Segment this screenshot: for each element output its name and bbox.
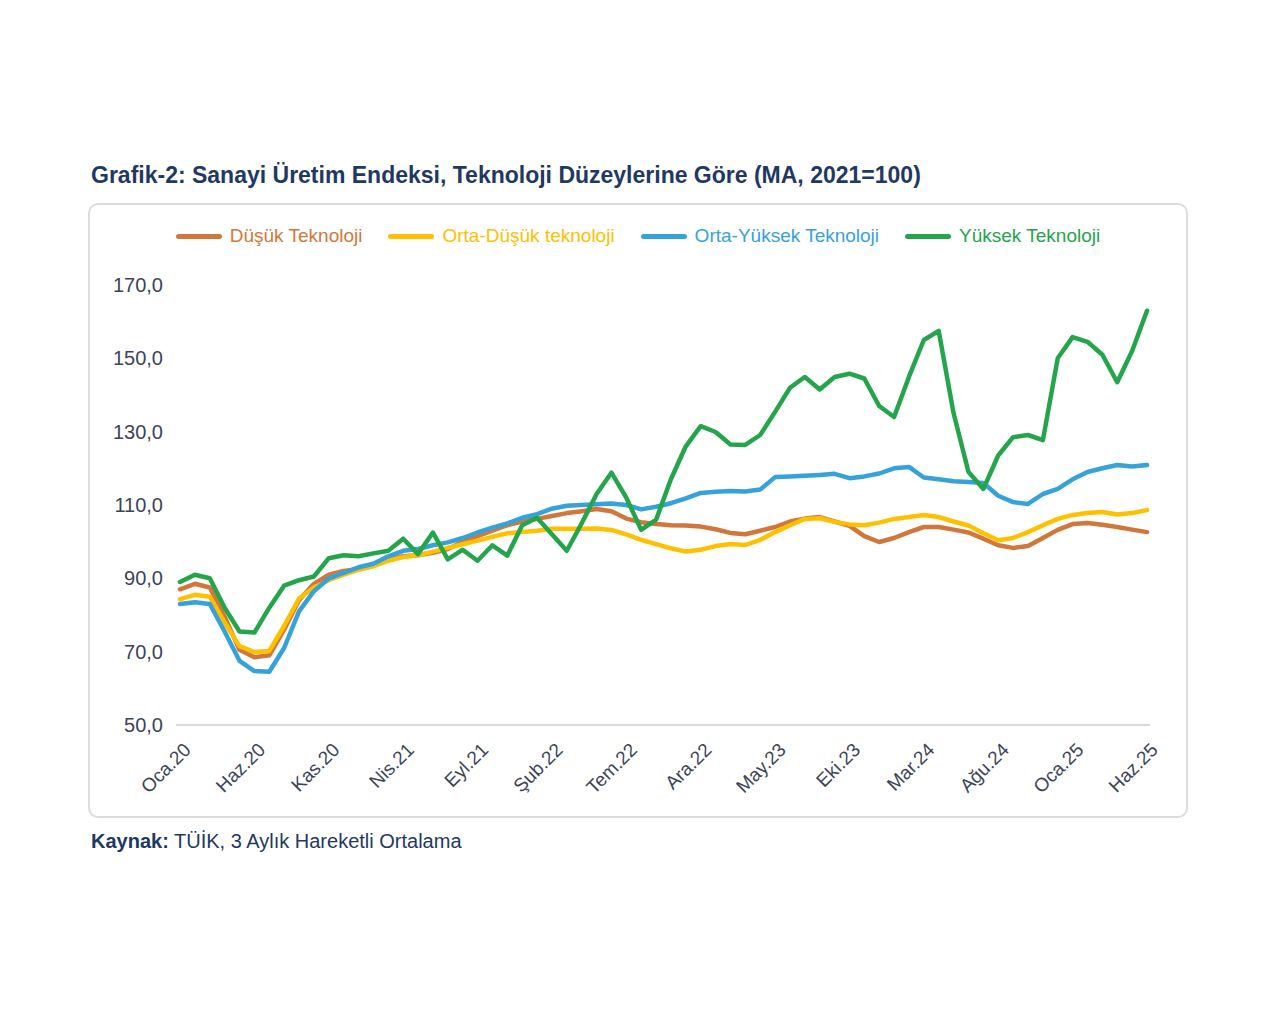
y-axis-tick-label: 130,0 (113, 421, 163, 443)
legend-item-1: Düşük Teknoloji (176, 225, 363, 247)
y-axis-tick-label: 110,0 (114, 494, 163, 516)
legend-swatch-icon (905, 234, 951, 239)
legend-label: Orta-Düşük teknoloji (442, 225, 614, 247)
x-axis-tick-label: Haz.25 (1104, 739, 1161, 796)
x-axis-tick-label: Eki.23 (812, 739, 864, 791)
y-axis-tick-label: 70,0 (124, 641, 163, 663)
x-axis-tick-label: Ağu.24 (956, 739, 1014, 797)
legend-swatch-icon (388, 234, 434, 239)
x-axis-tick-label: May.23 (732, 739, 790, 797)
y-axis-tick-label: 50,0 (124, 714, 163, 736)
x-axis-tick-label: Oca.20 (137, 739, 195, 797)
legend-label: Orta-Yüksek Teknoloji (695, 225, 879, 247)
x-axis-tick-label: Kas.20 (287, 739, 344, 796)
y-axis-tick-label: 150,0 (113, 347, 163, 369)
x-axis-tick-label: Ara.22 (661, 739, 715, 793)
legend-item-4: Yüksek Teknoloji (905, 225, 1100, 247)
legend-label: Düşük Teknoloji (230, 225, 363, 247)
source-note: Kaynak: TÜİK, 3 Aylık Hareketli Ortalama (91, 830, 462, 853)
x-axis-tick-label: Tem.22 (582, 739, 641, 798)
legend-swatch-icon (641, 234, 687, 239)
plot-area: 170,0 150,0 130,0 110,0 90,0 70,0 50,0 Oca.20 Ha… (90, 205, 1190, 818)
x-axis-tick-label: Nis.21 (365, 739, 418, 792)
x-axis-tick-label: Eyl.21 (440, 739, 492, 791)
legend-swatch-icon (176, 234, 222, 239)
legend-label: Yüksek Teknoloji (959, 225, 1100, 247)
x-axis-tick-label: Mar.24 (883, 739, 939, 795)
chart-title: Grafik-2: Sanayi Üretim Endeksi, Teknolo… (91, 162, 921, 189)
source-label: Kaynak: (91, 830, 169, 852)
legend-item-3: Orta-Yüksek Teknoloji (641, 225, 879, 247)
page: Grafik-2: Sanayi Üretim Endeksi, Teknolo… (0, 0, 1280, 1024)
x-axis-tick-label: Oca.25 (1029, 739, 1087, 797)
source-text: TÜİK, 3 Aylık Hareketli Ortalama (174, 830, 462, 852)
y-axis-tick-label: 90,0 (124, 567, 163, 589)
x-axis-tick-label: Haz.20 (212, 739, 269, 796)
chart-legend: Düşük Teknoloji Orta-Düşük teknoloji Orta-… (90, 225, 1186, 247)
legend-item-2: Orta-Düşük teknoloji (388, 225, 614, 247)
chart-container: 170,0 150,0 130,0 110,0 90,0 70,0 50,0 Oca.20 Ha… (88, 203, 1188, 818)
x-axis-tick-label: Şub.22 (509, 739, 566, 796)
y-axis-tick-label: 170,0 (113, 274, 163, 296)
